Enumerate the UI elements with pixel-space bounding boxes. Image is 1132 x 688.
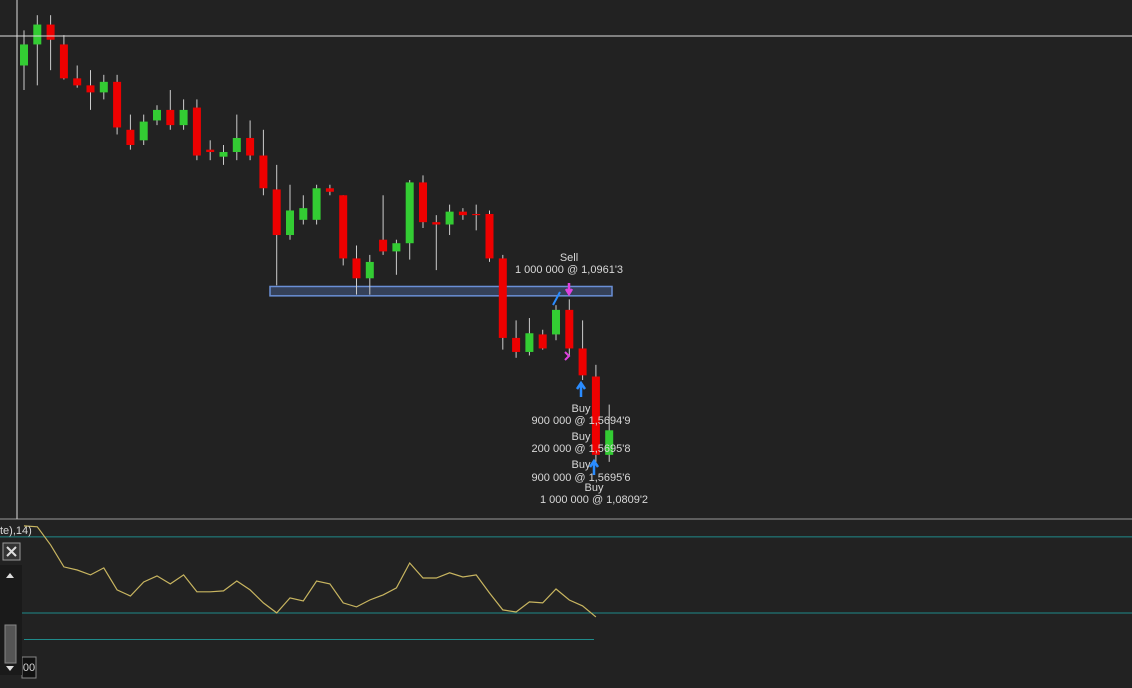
candle-body [365, 261, 374, 279]
candle-body [472, 213, 481, 216]
candle-body [139, 121, 148, 141]
candle-body [33, 24, 42, 45]
candle-body [498, 258, 507, 338]
candle-body [232, 137, 241, 153]
trade-detail: 900 000 @ 1,5695'6 [532, 472, 631, 484]
trade-link [552, 291, 561, 306]
time-axis [0, 650, 1132, 688]
candle-body [86, 85, 95, 93]
candle-body [153, 109, 161, 121]
candle-body [538, 334, 547, 349]
candle-body [405, 182, 414, 244]
candle-body [552, 309, 560, 335]
candle-body [325, 188, 334, 192]
trade-side: Buy [572, 459, 591, 471]
sell-arrow [564, 283, 574, 297]
candle-body [379, 239, 388, 252]
scroll-thumb[interactable] [4, 624, 17, 664]
trade-side: Sell [560, 252, 578, 264]
candle-body [312, 188, 321, 220]
trade-detail: 900 000 @ 1,5694'9 [532, 415, 631, 427]
candle-body [179, 109, 188, 126]
candle-body [339, 195, 348, 259]
candle-body [458, 211, 467, 216]
candle-body [246, 137, 255, 156]
candle-body [352, 258, 361, 279]
trade-side: Buy [585, 482, 604, 494]
candle-body [206, 149, 215, 153]
candle-body [259, 155, 268, 189]
candle-body [272, 189, 281, 236]
candle-body [192, 107, 201, 156]
candle-body [46, 24, 55, 40]
trade-side: Buy [572, 403, 591, 415]
candle-body [73, 78, 82, 86]
support-zone [269, 285, 613, 297]
scroll-down[interactable] [6, 666, 14, 671]
candle-body [99, 81, 108, 93]
candle-body [126, 129, 135, 145]
trade-detail: 1 000 000 @ 1,0961'3 [515, 264, 623, 276]
candle-body [286, 210, 294, 236]
close-icon [6, 546, 17, 557]
candle-body [605, 430, 614, 455]
candle-body [219, 152, 228, 157]
cursor-time-label: 00 [23, 662, 35, 674]
candle-body [591, 376, 600, 455]
candle-body [525, 333, 534, 352]
candle-body [432, 222, 441, 225]
trade-annotations: Sell 1 000 000 @ 1,0961'3 Buy 900 000 @ … [515, 252, 648, 506]
candle-body [445, 211, 454, 225]
candle-body [419, 182, 427, 223]
candle-body [578, 348, 587, 376]
candle-body [512, 337, 521, 352]
candle-body [299, 208, 308, 220]
candle-body [20, 44, 28, 66]
trade-detail: 200 000 @ 1,5695'8 [532, 443, 631, 455]
candle-body [166, 109, 175, 126]
buy-arrow [575, 380, 587, 397]
trade-detail: 1 000 000 @ 1,0809'2 [540, 494, 648, 506]
scroll-up[interactable] [6, 573, 14, 578]
candle-body [485, 213, 494, 259]
sell-marker [564, 351, 571, 361]
indicator-line [23, 525, 597, 618]
candle-body [113, 81, 122, 128]
trade-side: Buy [572, 431, 591, 443]
candle-body [392, 243, 401, 252]
candle-body [565, 309, 574, 349]
indicator-label: te),14) [0, 525, 32, 537]
buy-arrow [588, 458, 600, 475]
candle-body [59, 44, 68, 79]
